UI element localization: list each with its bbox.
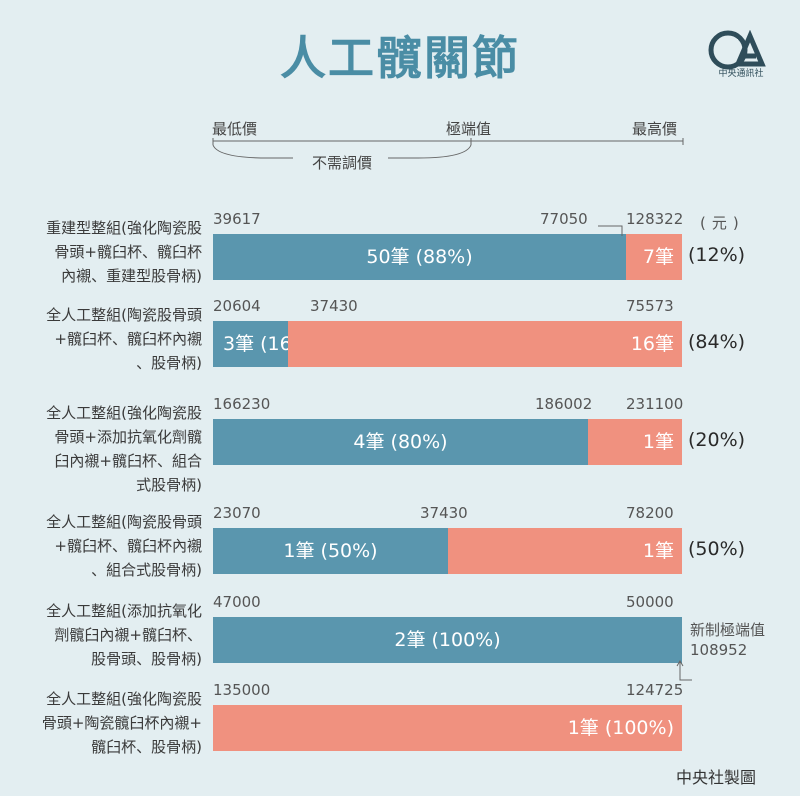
in-range-count-label: 2筆 (100%) — [394, 629, 501, 651]
bar-segment-in-range: 4筆 (80%) — [213, 419, 588, 465]
extreme-price-label: 37430 — [420, 504, 468, 522]
min-price-label: 23070 — [213, 504, 261, 522]
min-price-label: 47000 — [213, 593, 261, 611]
logo-text: 中央通訊社 — [718, 69, 764, 79]
bar-segment-extreme: 1筆 — [588, 419, 682, 465]
max-price-label: 75573 — [626, 297, 674, 315]
bar-segment-in-range: 1筆 (50%) — [213, 528, 448, 574]
note-line1: 新制極端值 — [690, 621, 766, 639]
category-label: 重建型整組(強化陶瓷股骨頭+髖臼杯、髖臼杯內襯、重建型股骨柄) — [12, 216, 202, 288]
category-label-line: 重建型整組(強化陶瓷股 — [46, 219, 202, 237]
category-label-line: 、組合式股骨柄) — [91, 561, 202, 579]
category-label: 全人工整組(陶瓷股骨頭 +髖臼杯、髖臼杯內襯、組合式股骨柄) — [12, 510, 202, 582]
category-label-line: 骨頭+添加抗氧化劑髖 — [54, 428, 202, 446]
max-price-label: 231100 — [626, 395, 684, 413]
category-label-line: 、股骨柄) — [136, 354, 202, 372]
extreme-count-label: 1筆 — [642, 540, 674, 562]
extreme-count-label: 16筆 — [630, 333, 674, 355]
extreme-price-label: 77050 — [540, 210, 588, 228]
extreme-percent-label: (84%) — [688, 331, 746, 353]
max-price-label: 128322 — [626, 210, 684, 228]
max-price-label: 50000 — [626, 593, 674, 611]
category-label-line: 全人工整組(強化陶瓷股 — [46, 404, 202, 422]
extreme-percent-label: (50%) — [688, 538, 746, 560]
category-label: 全人工整組(陶瓷股骨頭 +髖臼杯、髖臼杯內襯、股骨柄) — [12, 303, 202, 375]
min-price-label: 135000 — [213, 681, 271, 699]
max-price-label: 124725 — [626, 681, 684, 699]
category-label-line: 股骨頭、股骨柄) — [91, 650, 202, 668]
extreme-percent-label: (20%) — [688, 429, 746, 451]
bar-segment-extreme: 16筆 — [288, 321, 682, 367]
bar-segment-extreme: 1筆 — [448, 528, 682, 574]
category-label-line: 全人工整組(陶瓷股骨頭 — [46, 306, 202, 324]
category-label-line: 全人工整組(強化陶瓷股 — [46, 690, 202, 708]
legend-min-label: 最低價 — [212, 120, 258, 138]
category-label-line: 式股骨柄) — [136, 476, 202, 494]
category-label-line: +髖臼杯、髖臼杯內襯 — [54, 330, 202, 348]
credit: 中央社製圖 — [676, 768, 757, 787]
in-range-count-label: 50筆 (88%) — [366, 246, 473, 268]
legend-no-adjust-label: 不需調價 — [312, 154, 373, 172]
legend-max-label: 最高價 — [632, 120, 678, 138]
cna-logo — [708, 30, 774, 90]
bar-segment-extreme: 7筆 — [626, 234, 682, 280]
category-label-line: 內襯、重建型股骨柄) — [61, 267, 202, 285]
bar-segment-extreme: 1筆 (100%) — [213, 705, 682, 751]
extreme-price-label: 37430 — [310, 297, 358, 315]
min-price-label: 166230 — [213, 395, 271, 413]
min-price-label: 39617 — [213, 210, 261, 228]
legend-extreme-label: 極端值 — [446, 120, 492, 138]
extreme-count-label: 1筆 (100%) — [567, 717, 674, 739]
extreme-connector — [598, 225, 623, 236]
category-label-line: 全人工整組(添加抗氧化 — [46, 602, 202, 620]
category-label-line: +髖臼杯、髖臼杯內襯 — [54, 537, 202, 555]
bar-segment-in-range: 50筆 (88%) — [213, 234, 626, 280]
bar-segment-in-range: 2筆 (100%) — [213, 617, 682, 663]
in-range-count-label: 1筆 (50%) — [283, 540, 378, 562]
page-title: 人工髖關節 — [280, 31, 520, 85]
extreme-percent-label: (12%) — [688, 244, 746, 266]
category-label: 全人工整組(添加抗氧化劑髖臼內襯+髖臼杯、股骨頭、股骨柄) — [12, 599, 202, 671]
category-label: 全人工整組(強化陶瓷股骨頭+添加抗氧化劑髖 臼內襯+髖臼杯、組合式股骨柄) — [12, 401, 202, 497]
note-connector — [676, 660, 692, 681]
unit-label: (元) — [700, 214, 745, 232]
extreme-count-label: 1筆 — [642, 431, 674, 453]
category-label: 全人工整組(強化陶瓷股 骨頭+陶瓷髖臼杯內襯+ 髖臼杯、股骨柄) — [12, 687, 202, 759]
category-label-line: 骨頭+陶瓷髖臼杯內襯+ — [41, 714, 202, 732]
extreme-price-label: 186002 — [535, 395, 593, 413]
category-label-line: 臼內襯+髖臼杯、組合 — [54, 452, 202, 470]
note-line2: 108952 — [690, 641, 748, 659]
in-range-count-label: 4筆 (80%) — [353, 431, 448, 453]
extreme-count-label: 7筆 — [642, 246, 674, 268]
legend-bracket — [212, 138, 684, 159]
category-label-line: 劑髖臼內襯+髖臼杯、 — [54, 626, 202, 644]
category-label-line: 全人工整組(陶瓷股骨頭 — [46, 513, 202, 531]
category-label-line: 髖臼杯、股骨柄) — [91, 738, 202, 756]
bar-segment-in-range: 3筆 (16%) — [213, 321, 317, 367]
new-extreme-note: 新制極端值 108952 — [690, 620, 790, 660]
category-label-line: 骨頭+髖臼杯、髖臼杯 — [54, 243, 202, 261]
max-price-label: 78200 — [626, 504, 674, 522]
min-price-label: 20604 — [213, 297, 261, 315]
